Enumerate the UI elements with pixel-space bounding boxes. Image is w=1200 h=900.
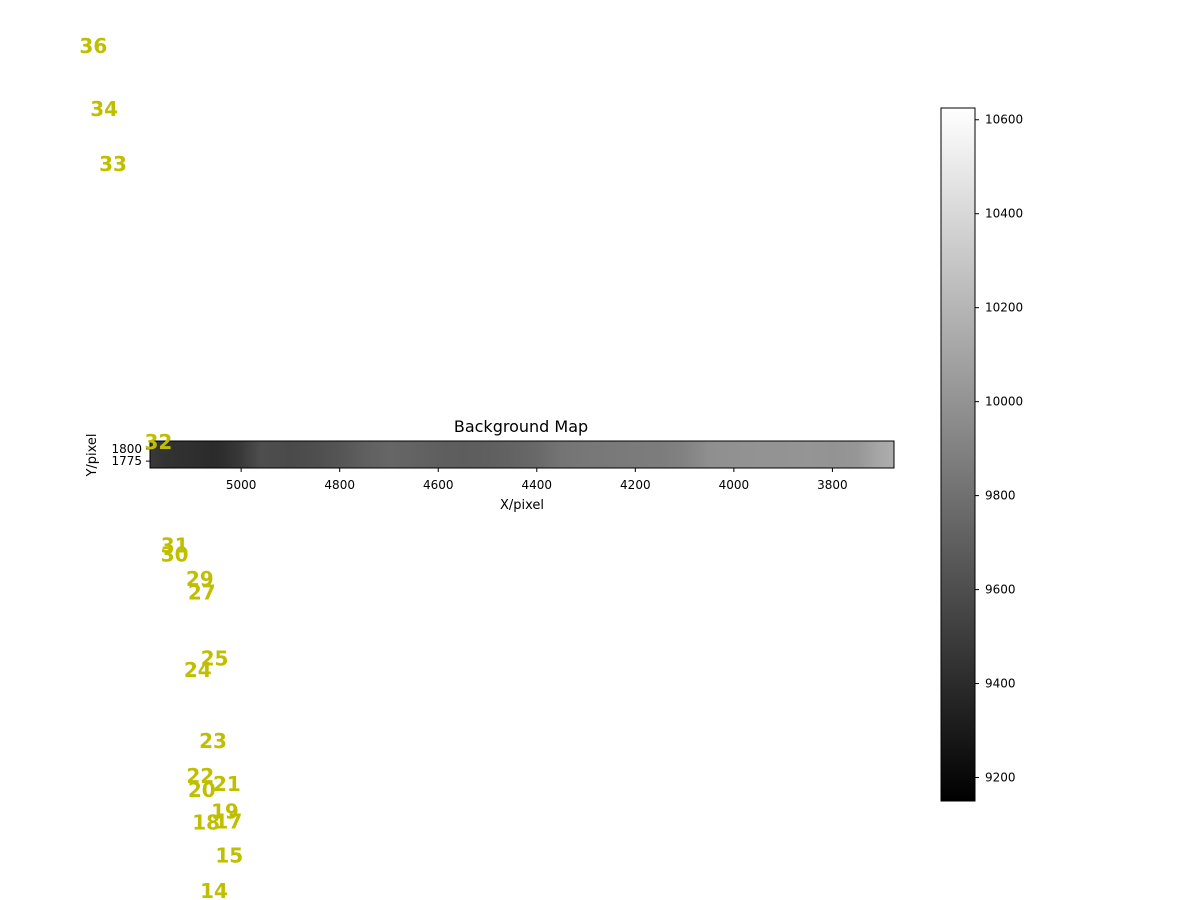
colorbar xyxy=(941,108,975,801)
x-axis-label: X/pixel xyxy=(500,498,544,513)
x-tick-label: 4600 xyxy=(423,478,454,492)
source-label: 15 xyxy=(215,844,243,868)
source-label: 36 xyxy=(79,34,107,58)
source-label: 22 xyxy=(186,764,214,788)
source-label: 18 xyxy=(192,810,220,834)
x-tick-label: 5000 xyxy=(226,478,257,492)
colorbar-tick-label: 9800 xyxy=(985,489,1016,503)
colorbar-tick-label: 10400 xyxy=(985,207,1023,221)
source-label: 19 xyxy=(211,800,239,824)
source-label: 30 xyxy=(161,542,189,566)
x-axis-ticks: 5000 4800 4600 4400 4200 4000 3800 xyxy=(226,468,848,492)
colorbar-tick-label: 10200 xyxy=(985,301,1023,315)
plot-frame xyxy=(149,440,895,469)
source-label: 34 xyxy=(90,97,118,121)
colorbar-tick-label: 10000 xyxy=(985,395,1023,409)
x-tick-label: 3800 xyxy=(817,478,848,492)
source-label: 32 xyxy=(144,430,172,454)
colorbar-ticks: 9200 9400 9600 9800 10000 10200 10400 10600 xyxy=(975,113,1023,785)
heatmap-image xyxy=(150,441,894,468)
y-axis-label: Y/pixel xyxy=(85,433,100,477)
x-tick-label: 4200 xyxy=(620,478,651,492)
colorbar-frame xyxy=(940,107,976,802)
source-label: 17 xyxy=(214,809,242,833)
source-label: 20 xyxy=(188,778,216,802)
colorbar-tick-label: 9600 xyxy=(985,583,1016,597)
x-tick-label: 4400 xyxy=(522,478,553,492)
y-tick-label: 1775 xyxy=(111,454,142,468)
source-label: 23 xyxy=(199,729,227,753)
source-label: 25 xyxy=(201,646,229,670)
source-label: 31 xyxy=(161,533,189,557)
x-tick-label: 4800 xyxy=(324,478,355,492)
source-label: 33 xyxy=(99,152,127,176)
source-label: 29 xyxy=(186,567,214,591)
source-label: 27 xyxy=(188,581,216,605)
y-tick-label: 1800 xyxy=(111,442,142,456)
source-label: 14 xyxy=(200,879,228,900)
x-tick-label: 4000 xyxy=(719,478,750,492)
colorbar-tick-label: 9200 xyxy=(985,771,1016,785)
source-label: 21 xyxy=(213,772,241,796)
chart-title: Background Map xyxy=(454,417,588,436)
source-label: 24 xyxy=(184,658,212,682)
colorbar-tick-label: 10600 xyxy=(985,113,1023,127)
colorbar-tick-label: 9400 xyxy=(985,677,1016,691)
